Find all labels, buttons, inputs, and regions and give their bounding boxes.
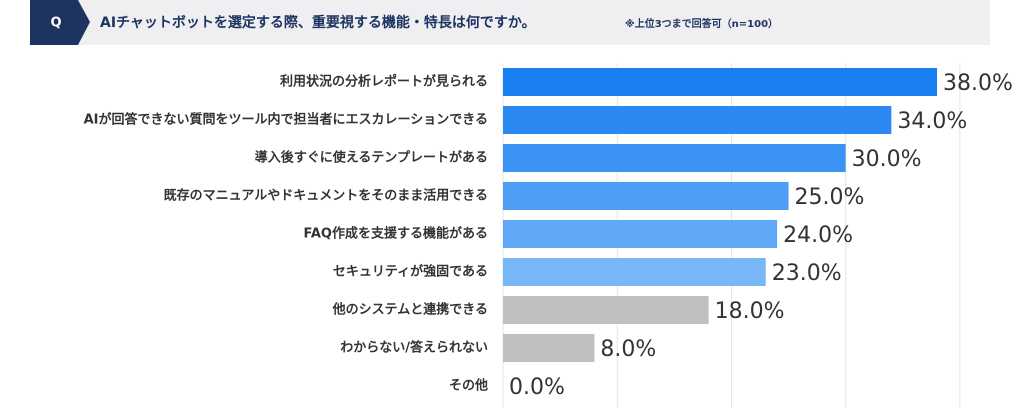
y-tick-label: その他: [449, 378, 488, 394]
y-tick-label: セキュリティが強固である: [333, 264, 488, 280]
bar: [503, 68, 938, 96]
value-label: 18.0%: [715, 299, 785, 324]
value-label: 25.0%: [795, 185, 865, 210]
bar: [503, 106, 892, 134]
y-tick-label: 既存のマニュアルやドキュメントをそのまま活用できる: [164, 188, 488, 204]
value-label: 34.0%: [897, 109, 967, 134]
y-tick-label: 他のシステムと連携できる: [332, 302, 488, 318]
bar: [503, 258, 766, 286]
y-tick-label: AIが回答できない質問をツール内で担当者にエスカレーションできる: [84, 112, 488, 128]
value-label: 38.0%: [943, 71, 1013, 96]
y-tick-label: FAQ作成を支援する機能がある: [303, 226, 488, 242]
bar: [503, 334, 595, 362]
value-label: 8.0%: [600, 337, 656, 362]
q-label: Q: [50, 16, 61, 31]
bar: [503, 144, 846, 172]
bar: [503, 220, 778, 248]
y-tick-label: 導入後すぐに使えるテンプレートがある: [255, 150, 488, 166]
bar: [503, 296, 709, 324]
chart-title: AIチャットボットを選定する際、重要視する機能・特長は何ですか。: [100, 14, 536, 31]
chart-subtitle: ※上位3つまで回答可（n=100）: [625, 17, 778, 30]
value-label: 0.0%: [509, 375, 565, 400]
y-tick-label: わからない/答えられない: [340, 340, 488, 356]
value-label: 24.0%: [783, 223, 853, 248]
value-label: 23.0%: [772, 261, 842, 286]
q-badge: [30, 0, 90, 45]
y-tick-label: 利用状況の分析レポートが見られる: [280, 74, 488, 90]
header-band: [30, 0, 990, 45]
value-label: 30.0%: [852, 147, 922, 172]
bar: [503, 182, 789, 210]
